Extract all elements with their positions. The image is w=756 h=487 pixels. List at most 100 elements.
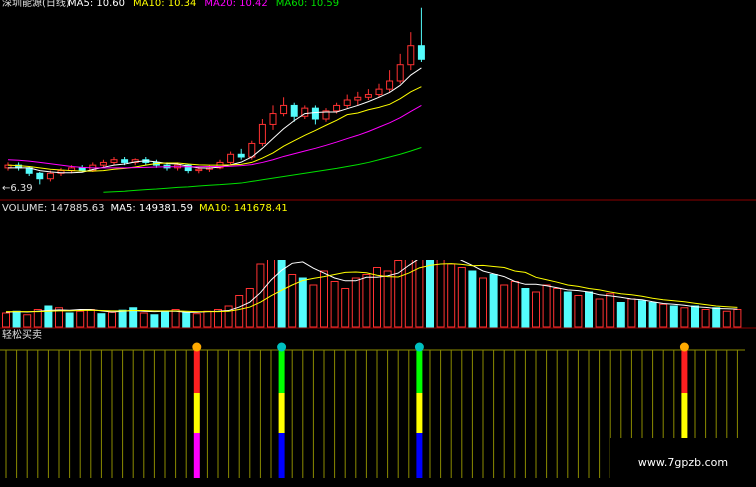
volume-ma-label: MA10: 141678.41 — [199, 203, 288, 214]
signal-segment — [193, 433, 200, 478]
volume-bar — [192, 313, 201, 328]
volume-bar — [733, 309, 742, 328]
volume-bar — [722, 310, 731, 328]
volume-bar — [161, 310, 169, 328]
candle-body — [78, 167, 86, 172]
volume-bar — [108, 311, 116, 328]
volume-bar — [701, 309, 710, 328]
volume-bar — [595, 298, 604, 328]
volume-bar — [691, 305, 699, 328]
volume-bar — [203, 310, 212, 328]
volume-bar — [288, 274, 297, 328]
signal-segment — [193, 393, 200, 433]
volume-bar — [33, 309, 42, 328]
candle-body — [311, 107, 319, 120]
candle-body — [375, 88, 383, 96]
candle-body — [237, 153, 245, 158]
candle-body — [227, 153, 235, 163]
volume-bar — [351, 277, 360, 328]
ma-label: MA20: 10.42 — [204, 0, 267, 9]
volume-bar — [118, 309, 127, 328]
candle-body — [343, 99, 351, 106]
ma-line — [8, 67, 422, 174]
volume-bar — [648, 302, 657, 328]
volume-bar — [139, 312, 148, 328]
candle-body — [301, 107, 309, 117]
volume-bar — [97, 313, 106, 328]
volume-bar — [55, 307, 63, 328]
candle-body — [258, 123, 266, 144]
volume-bar — [182, 311, 191, 328]
volume-bar — [669, 305, 678, 328]
volume-bar — [553, 288, 562, 328]
volume-bar — [521, 288, 530, 328]
volume-bar — [457, 267, 466, 328]
signal-segment — [278, 393, 285, 433]
ma-line — [7, 86, 422, 172]
signal-segment — [416, 393, 423, 433]
candle-body — [386, 80, 394, 90]
signal-segment — [278, 433, 285, 478]
volume-bar — [542, 284, 551, 328]
volume-bar — [341, 288, 350, 328]
signal-segment — [416, 350, 423, 393]
candle-body — [57, 170, 65, 174]
volume-bar — [298, 277, 307, 328]
volume-bar — [638, 300, 646, 328]
signal-marker — [679, 342, 689, 352]
volume-bar — [235, 295, 244, 328]
volume-bar — [627, 298, 636, 328]
volume-bar — [404, 249, 413, 328]
signal-marker — [414, 342, 424, 352]
volume-bar — [394, 260, 403, 328]
candle-body — [354, 96, 362, 101]
signal-segment — [681, 393, 688, 433]
volume-bar — [44, 305, 53, 328]
volume-title: VOLUME: 147885.63 — [2, 203, 105, 214]
volume-bar — [373, 267, 381, 328]
volume-ma-line — [6, 263, 738, 313]
signal-segment — [193, 350, 200, 393]
volume-ma-label: MA5: 149381.59 — [111, 203, 193, 214]
volume-bar — [65, 312, 74, 328]
volume-bar — [171, 309, 180, 328]
ma-label: MA5: 10.60 — [68, 0, 125, 9]
volume-bar — [426, 256, 434, 328]
volume-bar — [585, 291, 593, 328]
volume-bar — [224, 305, 233, 328]
volume-bar — [489, 274, 498, 328]
candle-body — [99, 161, 107, 166]
volume-bar — [309, 284, 318, 328]
ma-line — [7, 104, 422, 169]
candle-body — [36, 172, 44, 180]
candle-body — [290, 104, 298, 117]
volume-bar — [468, 270, 477, 328]
volume-bar — [383, 270, 392, 328]
ma-label: MA60: 10.59 — [276, 0, 339, 9]
volume-bar — [362, 274, 371, 328]
candle-body — [184, 164, 192, 172]
candle-body — [131, 159, 139, 163]
candle-body — [195, 168, 203, 172]
volume-bar — [606, 293, 615, 328]
ma-label: MA10: 10.34 — [133, 0, 196, 9]
volume-bar — [532, 291, 540, 328]
candle-body — [269, 113, 277, 125]
volume-bar — [447, 263, 456, 328]
watermark-box — [610, 438, 756, 487]
candle-body — [333, 104, 341, 112]
redaction — [211, 226, 545, 260]
candle-body — [280, 104, 288, 115]
volume-bar — [150, 314, 159, 328]
volume-bar — [129, 307, 138, 328]
signal-segment — [681, 350, 688, 393]
signal-segment — [278, 350, 285, 393]
candle-body — [110, 159, 118, 163]
watermark: www.7gpzb.com — [638, 456, 728, 469]
volume-bar — [500, 284, 509, 328]
candle-body — [417, 45, 425, 60]
labels: 深圳能源(日线)MA5: 10.60 MA10: 10.34 MA20: 10.42… — [2, 0, 339, 341]
candle-body — [407, 45, 415, 66]
redaction — [427, 0, 756, 110]
